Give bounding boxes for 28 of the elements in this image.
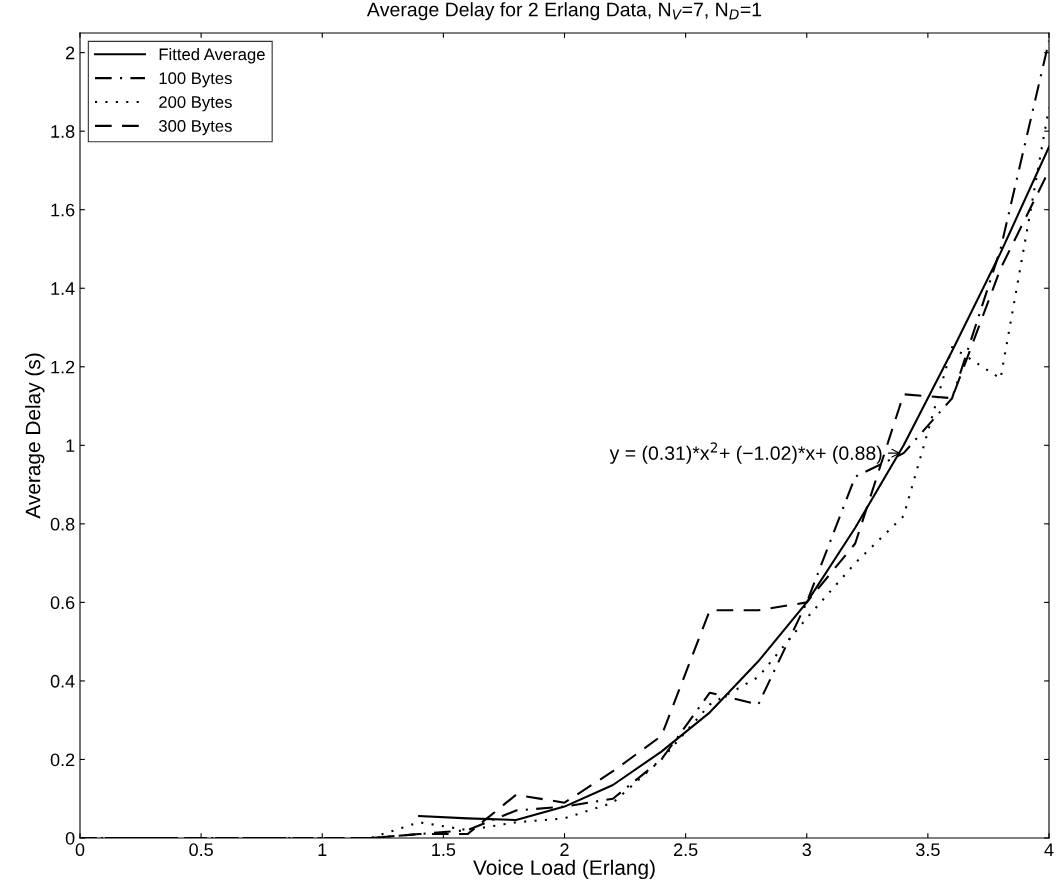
x-axis-title: Voice Load (Erlang) <box>473 859 655 880</box>
y-tick-label: 1.4 <box>51 282 75 295</box>
x-tick-label: 3 <box>802 843 811 857</box>
y-tick-label: 0.6 <box>50 596 75 610</box>
x-tick-label: 2.5 <box>673 843 698 857</box>
x-tick-label: 4 <box>1044 843 1054 856</box>
x-tick-label: 0 <box>75 843 85 857</box>
x-tick-label: 2 <box>560 843 569 856</box>
y-tick-label: 1 <box>66 439 75 452</box>
y-tick-label: 0.8 <box>50 517 75 531</box>
x-tick-label: 3.5 <box>916 843 940 857</box>
x-tick-label: 0.5 <box>189 843 213 857</box>
y-tick-label: 2 <box>66 46 75 60</box>
legend-label: 300 Bytes <box>158 120 232 136</box>
x-tick-label: 1.5 <box>432 843 456 857</box>
y-tick-label: 0 <box>65 831 75 845</box>
legend-label: Fitted Average <box>159 48 265 64</box>
y-axis-title: Average Delay (s) <box>25 353 45 519</box>
legend-label: 200 Bytes <box>159 96 232 112</box>
y-tick-label: 0.4 <box>50 674 75 688</box>
y-tick-label: 1.6 <box>51 203 75 217</box>
y-tick-label: 1.8 <box>51 125 75 138</box>
y-tick-label: 0.2 <box>50 753 75 767</box>
x-tick-label: 1 <box>318 843 327 856</box>
y-tick-label: 1.2 <box>51 360 75 374</box>
chart-title: Average Delay for 2 Erlang Data, N$_{V}$=7, N$_{D}$=1 <box>366 2 762 21</box>
legend-label: 100 Bytes <box>159 72 232 88</box>
annotation: y = (0.31)*x$^{2}$+ (−1.02)*x+ (0.88) <box>609 442 882 464</box>
